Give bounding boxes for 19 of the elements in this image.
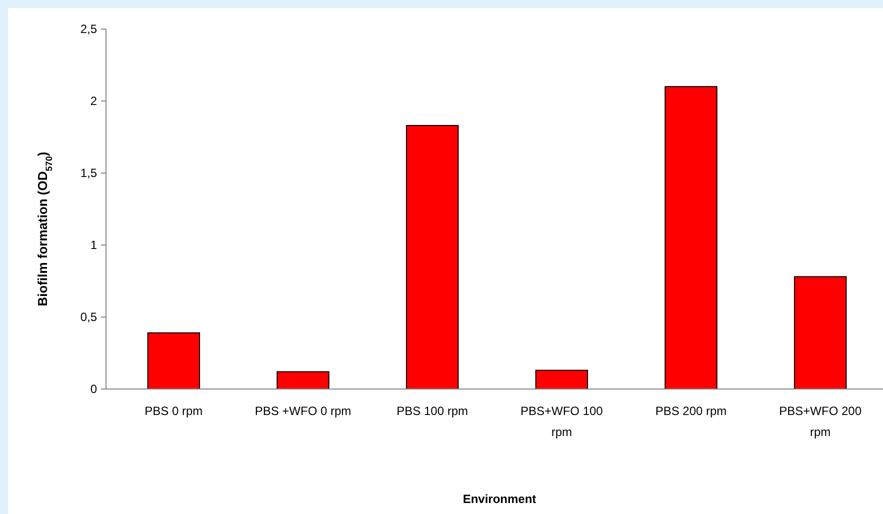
- y-tick-label: 1: [90, 238, 98, 252]
- bar: [664, 86, 718, 390]
- x-tick-label: PBS+WFO 100 rpm: [520, 404, 604, 439]
- bar: [147, 332, 200, 390]
- y-tick-label: 0,5: [80, 310, 98, 324]
- bar: [794, 276, 847, 390]
- x-axis-title: Environment: [462, 492, 536, 506]
- y-tick-label: 2: [90, 94, 98, 108]
- x-tick-label: PBS 100 rpm: [396, 404, 468, 418]
- y-tick-label: 2,5: [80, 22, 98, 36]
- y-tick-label: 0: [90, 382, 98, 396]
- bar: [406, 124, 459, 390]
- x-tick-label: PBS 0 rpm: [144, 404, 203, 418]
- y-tick-label: 1,5: [80, 166, 98, 180]
- bar: [535, 370, 588, 390]
- x-tick-label: PBS 200 rpm: [655, 404, 727, 418]
- bar: [276, 371, 330, 390]
- x-tick-label: PBS +WFO 0 rpm: [254, 404, 352, 418]
- x-tick-label: PBS+WFO 200 rpm: [779, 404, 862, 439]
